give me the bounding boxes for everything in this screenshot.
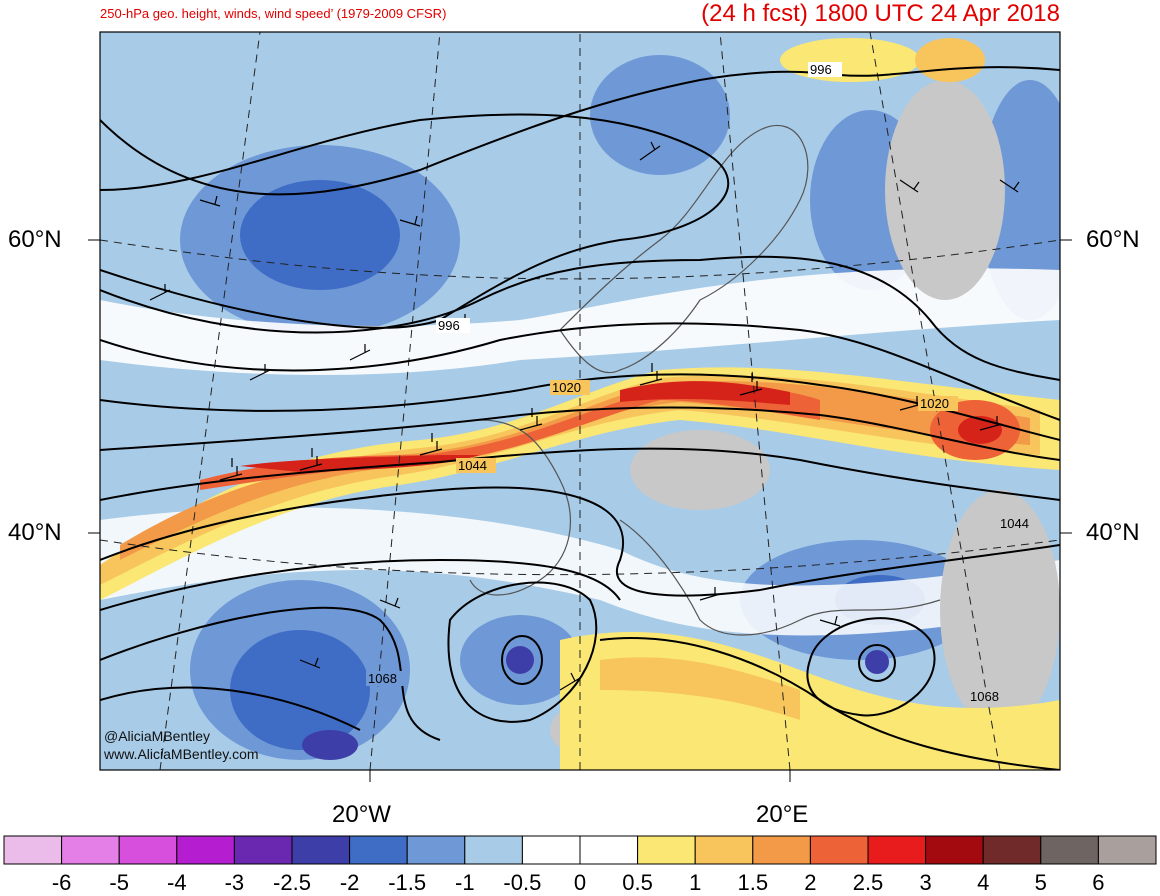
- colorbar-swatch: [349, 835, 408, 865]
- colorbar-swatch: [464, 835, 523, 865]
- colorbar-label: 3: [919, 870, 932, 895]
- contour-label: 1020: [920, 396, 949, 411]
- colorbar-label: 1.5: [737, 870, 769, 895]
- colorbar-label: -6: [51, 870, 72, 895]
- colorbar-swatch: [61, 835, 120, 865]
- colorbar-label: -1: [455, 870, 475, 895]
- colorbar-swatch: [694, 835, 754, 865]
- colorbar-swatch: [406, 835, 466, 865]
- colorbar-label: -2: [339, 870, 360, 895]
- credit-handle: @AliciaMBentley: [104, 728, 211, 744]
- contour-label: 996: [810, 62, 832, 77]
- colorbar-swatch: [579, 835, 639, 865]
- lon-label-20e: 20°E: [756, 801, 809, 828]
- colorbar-label: -3: [224, 870, 245, 895]
- contour-label: 1044: [1000, 516, 1029, 531]
- contour-label: 1044: [458, 458, 487, 473]
- map-subtitle: 250-hPa geo. height, winds, wind speed’ …: [100, 6, 447, 21]
- lat-label-right-60: 60°N: [1086, 226, 1140, 253]
- colorbar-label: -5: [109, 870, 129, 895]
- colorbar-label: 2: [804, 870, 817, 895]
- colorbar-label: -0.5: [503, 870, 542, 895]
- colorbar-swatch: [291, 835, 351, 865]
- colorbar-swatch: [809, 835, 869, 865]
- contour-label: 1020: [552, 380, 581, 395]
- colorbar-swatch: [1097, 835, 1157, 865]
- contour-label: 1068: [368, 671, 397, 686]
- colorbar-swatch: [233, 835, 293, 865]
- lat-label-left-60: 60°N: [8, 226, 62, 253]
- colorbar-label: 0.5: [622, 870, 653, 895]
- colorbar-swatch: [752, 835, 811, 865]
- colorbar-swatch: [1040, 835, 1099, 865]
- colorbar-swatch: [3, 835, 63, 865]
- colorbar-label: -4: [167, 870, 187, 895]
- map-field: 996 996 1020 1020 1044 1044 1068 1068: [100, 32, 1060, 770]
- colorbar-label: 4: [977, 870, 990, 895]
- colorbar-label: 0: [573, 870, 587, 895]
- colorbar-label: -2.5: [273, 870, 311, 895]
- colorbar-swatch: [521, 835, 581, 865]
- colorbar-swatch: [118, 835, 178, 865]
- lat-label-right-40: 40°N: [1086, 519, 1140, 546]
- colorbar-swatch: [176, 835, 235, 865]
- colorbar-swatch: [982, 835, 1042, 865]
- colorbar-label: 1: [689, 870, 702, 895]
- map-title: (24 h fcst) 1800 UTC 24 Apr 2018: [701, 0, 1060, 27]
- colorbar: [3, 835, 1157, 865]
- colorbar-swatch: [867, 835, 927, 865]
- contour-label: 996: [438, 318, 460, 333]
- colorbar-label: -1.5: [388, 870, 427, 895]
- colorbar-swatch: [637, 835, 696, 865]
- lat-label-left-40: 40°N: [8, 519, 62, 546]
- colorbar-swatch: [925, 835, 984, 865]
- colorbar-label: 5: [1034, 870, 1047, 895]
- colorbar-label: 6: [1092, 870, 1105, 895]
- contour-label: 1068: [970, 689, 999, 704]
- lon-label-20w: 20°W: [332, 801, 391, 828]
- colorbar-label: 2.5: [852, 870, 884, 895]
- credit-website: www.AliciaMBentley.com: [104, 746, 259, 762]
